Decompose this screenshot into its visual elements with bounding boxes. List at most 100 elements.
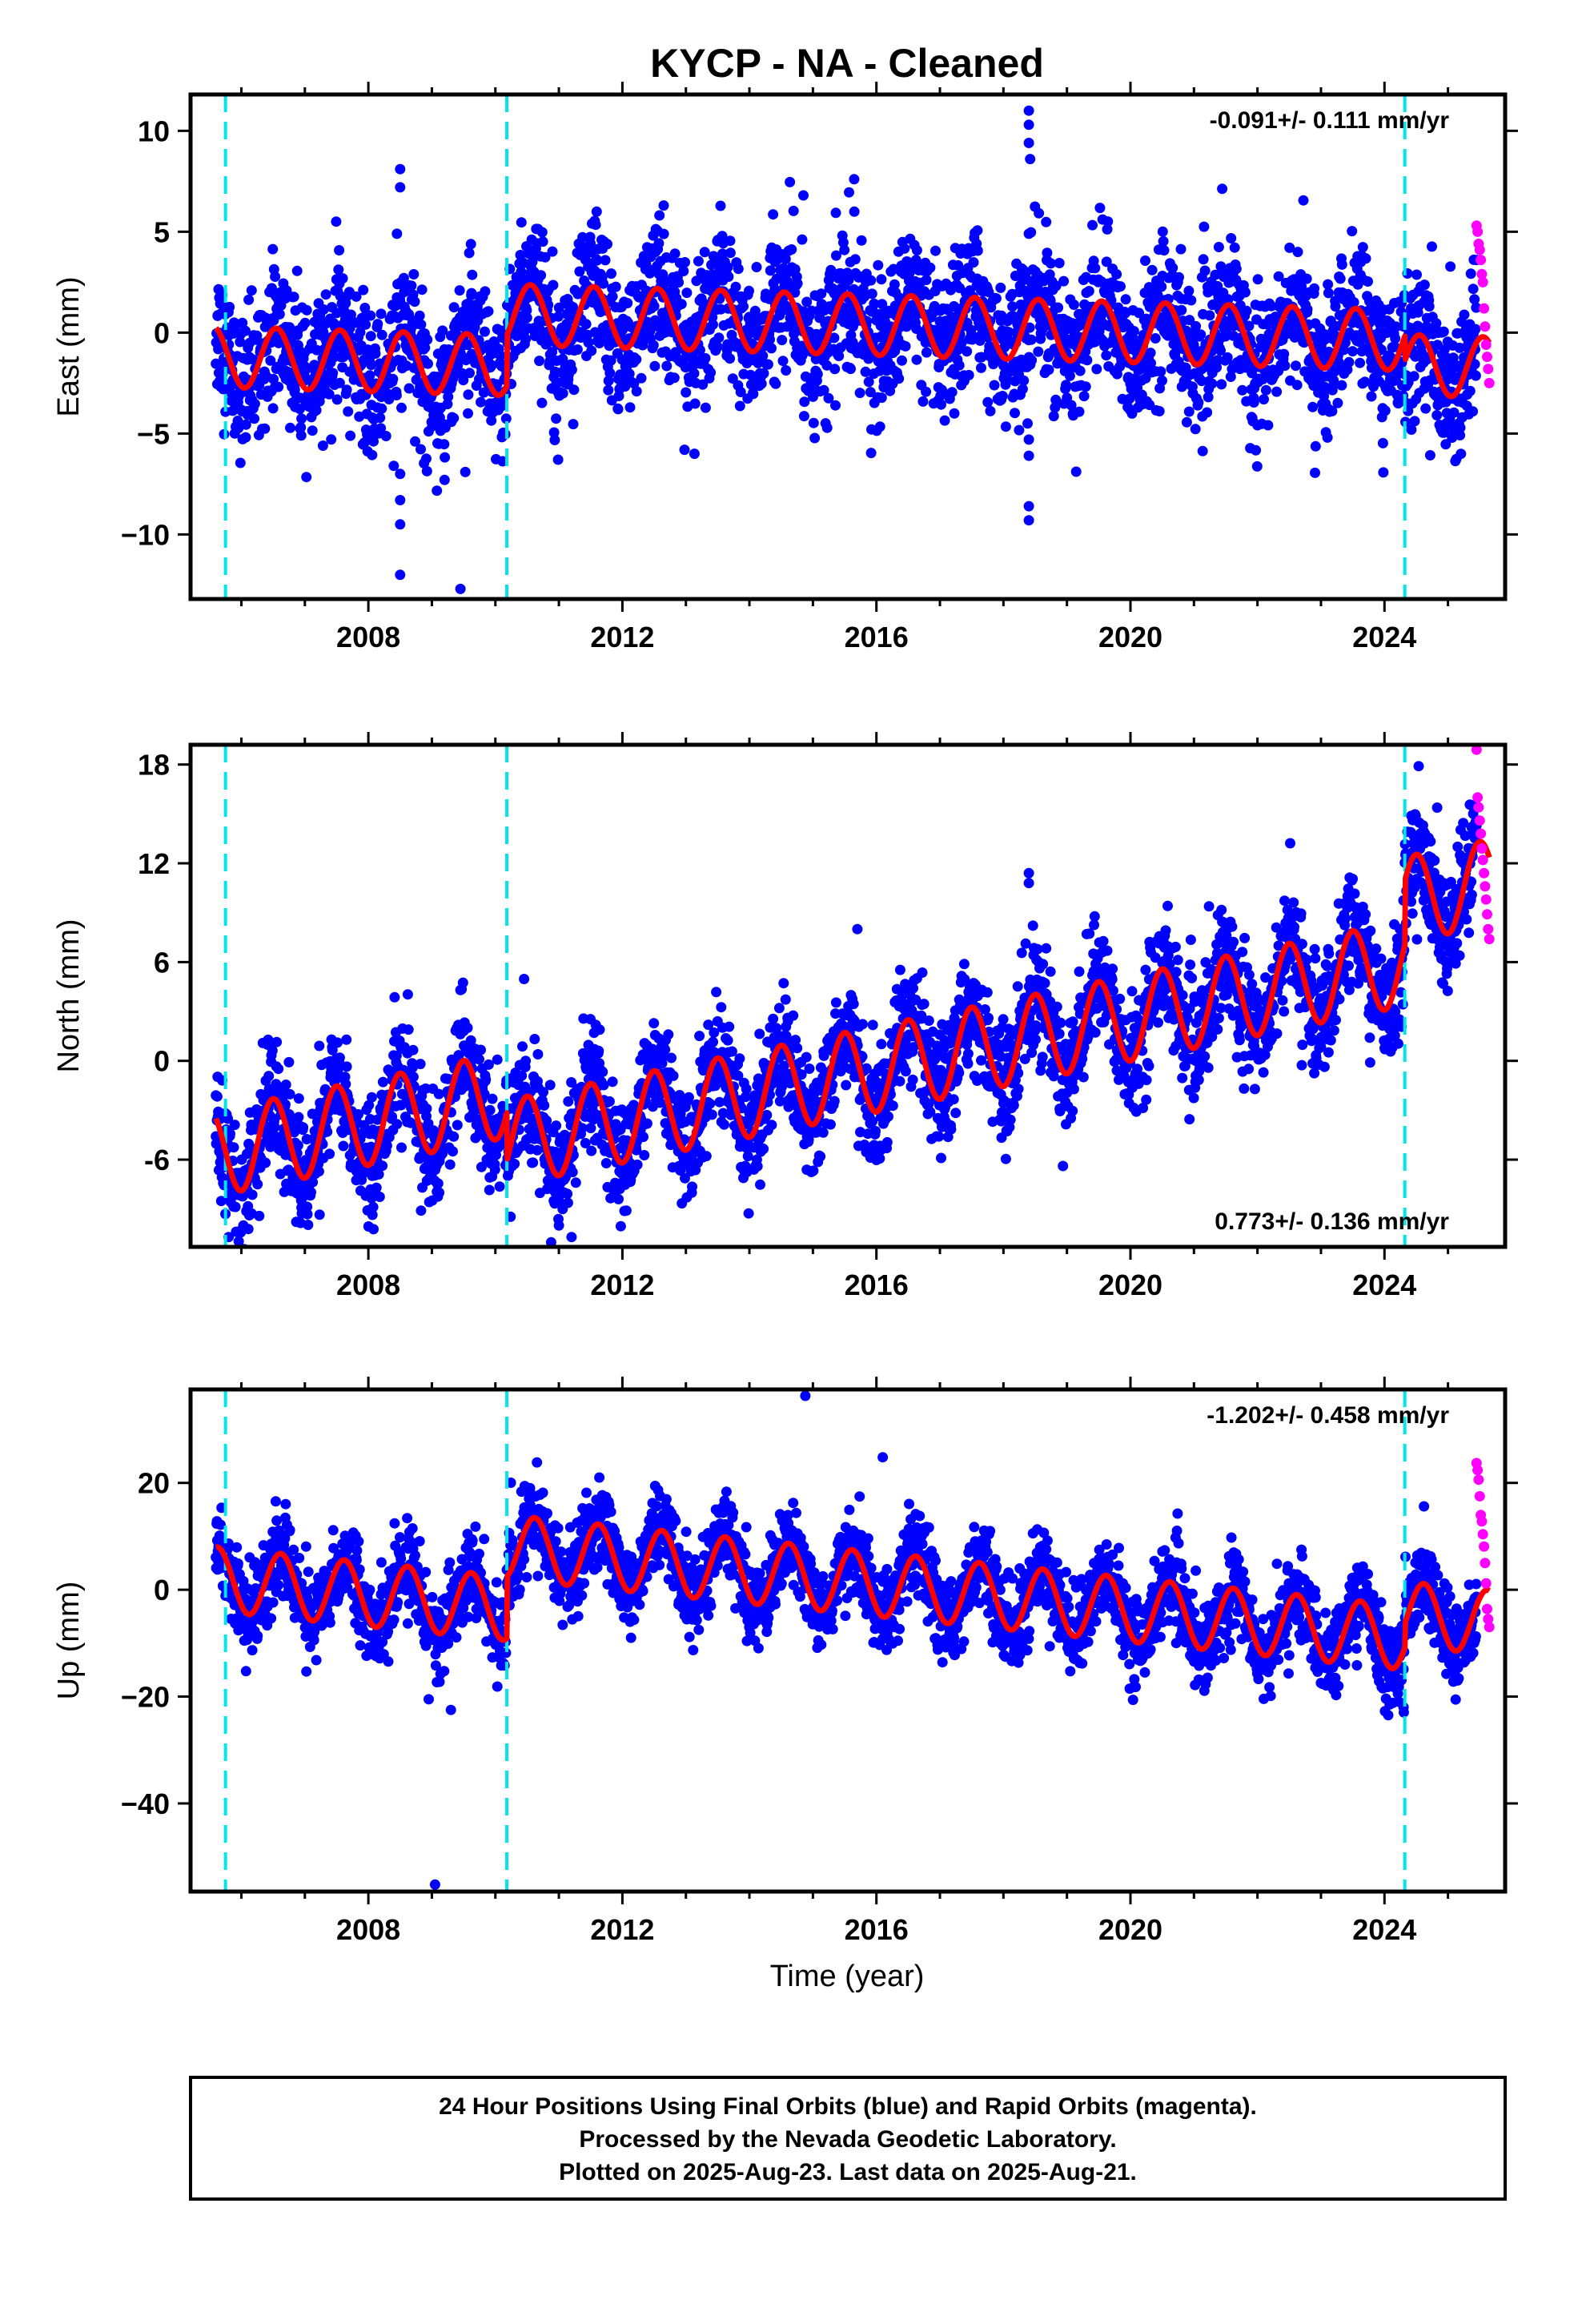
final-orbit-point [1070,466,1082,477]
final-orbit-point [911,245,922,255]
final-orbit-point [224,301,235,312]
final-orbit-point [1408,371,1419,382]
final-orbit-point [1061,380,1071,391]
final-orbit-point [551,413,562,424]
final-orbit-point [536,227,548,238]
final-orbit-point [1140,255,1150,266]
x-tick-label: 2016 [845,621,909,653]
final-orbit-point [240,419,251,430]
final-orbit-point [676,299,687,310]
final-orbit-point [268,373,279,384]
final-orbit-point [1026,355,1038,366]
y-tick-label: −10 [121,518,170,551]
final-orbit-point [982,396,994,408]
final-orbit-point [464,368,475,379]
final-orbit-point [712,341,723,352]
final-orbit-point [762,359,773,370]
final-orbit-point [421,465,432,476]
final-orbit-point [389,991,400,1003]
final-orbit-point [594,1024,605,1035]
final-orbit-point [829,332,840,344]
final-orbit-point [302,1208,313,1220]
final-orbit-point [1176,304,1187,316]
final-orbit-point [620,1205,632,1216]
final-orbit-point [1195,329,1207,340]
final-orbit-point [754,1028,765,1039]
final-orbit-point [1239,287,1251,298]
final-orbit-point [489,1164,500,1175]
final-orbit-point [487,1093,498,1104]
final-orbit-point [324,1148,335,1160]
final-orbit-point [921,275,932,285]
final-orbit-point [549,435,560,445]
final-orbit-point [1158,235,1169,247]
final-orbit-point [1363,276,1373,287]
final-orbit-point [735,387,746,397]
final-orbit-point [1470,370,1481,381]
final-orbit-point [1102,223,1113,235]
final-orbit-point [644,325,656,336]
final-orbit-point [406,280,417,292]
rapid-orbit-point [1476,255,1487,266]
x-tick-label: 2020 [1098,621,1162,653]
final-orbit-point [699,247,710,258]
final-orbit-point [818,384,829,396]
final-orbit-point [439,439,450,450]
rapid-orbit-point [1480,321,1491,332]
final-orbit-point [547,347,558,358]
final-orbit-point [722,262,733,273]
final-orbit-point [396,1142,407,1153]
final-orbit-point [899,243,910,254]
final-orbit-point [860,366,871,377]
final-orbit-point [1207,378,1218,389]
final-orbit-point [1291,380,1303,391]
outlier-point [1022,418,1033,429]
final-orbit-point [270,271,281,282]
final-orbit-point [777,335,788,346]
outlier-point [658,200,669,211]
outlier-point [395,519,406,530]
final-orbit-point [607,1076,618,1088]
final-orbit-point [1271,386,1283,397]
final-orbit-point [1120,294,1131,305]
outlier-point [1023,515,1034,526]
final-orbit-point [532,1049,544,1059]
final-orbit-point [801,296,813,308]
final-orbit-point [521,305,532,316]
final-orbit-point [863,376,874,388]
final-orbit-point [1157,375,1167,386]
final-orbit-point [1026,334,1037,345]
final-orbit-point [298,1122,309,1133]
final-orbit-point [693,255,704,267]
final-orbit-points [211,761,1482,1247]
final-orbit-point [687,1181,697,1192]
final-orbit-point [786,244,797,255]
final-orbit-point [1083,286,1094,296]
final-orbit-point [1050,280,1062,292]
final-orbit-point [713,332,725,344]
final-orbit-point [408,1072,419,1083]
final-orbit-point [1183,285,1195,296]
final-orbit-point [548,427,560,438]
final-orbit-point [654,210,665,221]
final-orbit-point [334,245,345,255]
final-orbit-point [247,1189,258,1200]
final-orbit-point [377,1160,388,1172]
final-orbit-point [1347,226,1358,237]
outlier-point [849,174,860,185]
final-orbit-point [1455,422,1466,433]
final-orbit-point [689,448,700,460]
final-orbit-point [254,1210,265,1221]
rapid-orbit-point [1472,226,1484,237]
final-orbit-point [1053,302,1064,313]
final-orbit-point [462,1023,473,1033]
final-orbit-point [448,1146,458,1157]
final-orbit-point [243,294,255,305]
final-orbit-point [331,394,343,405]
final-orbit-point [766,343,777,354]
final-orbit-point [213,344,224,355]
final-orbit-point [420,342,431,353]
final-orbit-point [323,388,335,400]
final-orbit-point [758,368,769,379]
final-orbit-point [669,372,680,384]
